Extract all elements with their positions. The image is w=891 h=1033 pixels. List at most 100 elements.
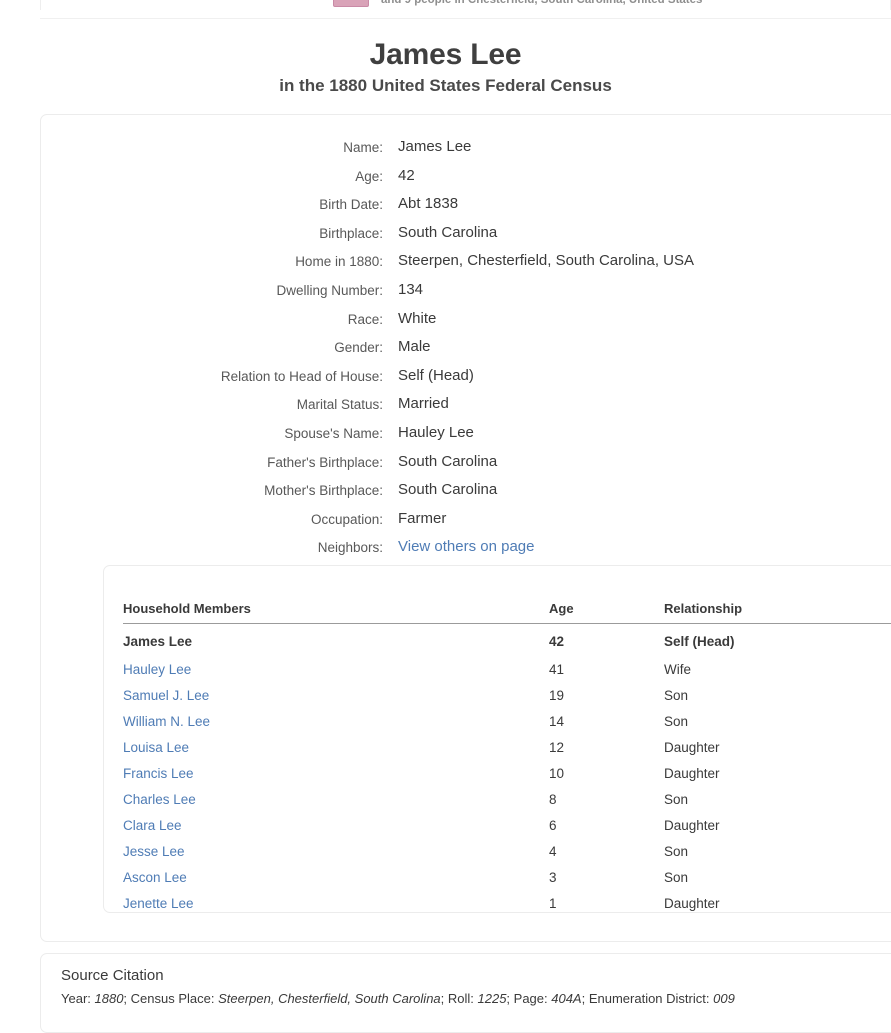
- detail-row: Dwelling Number: 134: [41, 281, 891, 310]
- detail-value: Hauley Lee: [398, 423, 474, 441]
- detail-label: Gender:: [334, 340, 383, 356]
- household-member-age: 10: [549, 765, 565, 781]
- record-header: James Lee in the 1880 United States Fede…: [0, 38, 891, 96]
- detail-label: Name:: [343, 140, 383, 155]
- source-citation-title: Source Citation: [61, 967, 164, 984]
- household-member-link[interactable]: Louisa Lee: [123, 739, 190, 755]
- citation-label: ; Enumeration District:: [581, 991, 714, 1006]
- household-member-link[interactable]: William N. Lee: [123, 713, 211, 729]
- household-member-link[interactable]: Jesse Lee: [123, 843, 185, 859]
- column-header-relationship: Relationship: [664, 601, 891, 624]
- detail-row: Home in 1880: Steerpen, Chesterfield, Sou…: [41, 252, 891, 281]
- table-row: William N. Lee 14 Son: [123, 708, 891, 734]
- detail-value: South Carolina: [398, 223, 498, 241]
- household-member-relationship: Self (Head): [664, 634, 735, 649]
- household-member-relationship: Daughter: [664, 739, 720, 755]
- household-member-age: 8: [549, 791, 557, 807]
- household-member-link[interactable]: Ascon Lee: [123, 869, 187, 885]
- detail-label: Relation to Head of House:: [220, 368, 383, 384]
- record-badge-icon: [333, 0, 369, 7]
- detail-label: Home in 1880:: [295, 254, 383, 270]
- household-member-relationship: Son: [664, 869, 689, 885]
- household-member-name: James Lee: [123, 634, 193, 649]
- detail-value: Farmer: [398, 509, 447, 527]
- detail-row: Marital Status: Married: [41, 395, 891, 424]
- detail-label: Neighbors:: [317, 540, 383, 556]
- detail-row: Occupation: Farmer: [41, 510, 891, 539]
- page-title: James Lee: [369, 38, 522, 71]
- clipped-row-content: and 9 people in Chesterfield, South Caro…: [40, 0, 891, 10]
- table-row: Francis Lee 10 Daughter: [123, 760, 891, 786]
- detail-row: Father's Birthplace: South Carolina: [41, 453, 891, 482]
- detail-value: James Lee: [398, 138, 472, 155]
- household-member-age: 12: [549, 739, 565, 755]
- citation-value: Steerpen, Chesterfield, South Carolina: [218, 991, 441, 1006]
- detail-value: Steerpen, Chesterfield, South Carolina, …: [398, 252, 694, 270]
- household-member-relationship: Daughter: [664, 765, 720, 781]
- household-member-age: 41: [549, 661, 565, 677]
- detail-label: Age:: [355, 168, 383, 184]
- detail-row: Birth Date: Abt 1838: [41, 195, 891, 224]
- citation-label: ; Census Place:: [123, 991, 219, 1006]
- household-member-link[interactable]: Clara Lee: [123, 817, 182, 833]
- detail-row: Name: James Lee: [41, 138, 891, 167]
- household-member-age: 42: [549, 634, 565, 649]
- household-table-body: James Lee 42 Self (Head) Hauley Lee 41 Wife Sa…: [123, 624, 891, 913]
- source-citation-card: Source Citation Year: 1880; Census Place…: [40, 953, 891, 1033]
- detail-value: 134: [398, 280, 424, 298]
- household-member-age: 3: [549, 869, 557, 885]
- detail-value: South Carolina: [398, 452, 498, 470]
- top-divider: [40, 18, 891, 19]
- household-header-row: Household Members Age Relationship: [123, 601, 891, 624]
- household-member-relationship: Daughter: [664, 817, 720, 833]
- table-row: James Lee 42 Self (Head): [123, 624, 891, 657]
- detail-row: Birthplace: South Carolina: [41, 224, 891, 253]
- page-subtitle: in the 1880 United States Federal Census: [279, 76, 612, 95]
- citation-value: 1880: [94, 991, 124, 1006]
- household-member-relationship: Son: [664, 843, 689, 859]
- citation-value: 009: [713, 991, 735, 1006]
- detail-label: Spouse's Name:: [284, 425, 383, 441]
- table-row: Ascon Lee 3 Son: [123, 864, 891, 890]
- household-member-age: 14: [549, 713, 565, 729]
- household-member-relationship: Son: [664, 687, 689, 703]
- household-member-relationship: Wife: [664, 661, 691, 677]
- table-row: Samuel J. Lee 19 Son: [123, 682, 891, 708]
- detail-label: Birthplace:: [319, 225, 383, 241]
- household-member-link[interactable]: Samuel J. Lee: [123, 687, 210, 703]
- record-detail-list: Name: James Lee Age: 42 Birth Date: Abt 1838 B…: [41, 138, 891, 567]
- detail-row: Age: 42: [41, 167, 891, 196]
- detail-value: White: [398, 309, 437, 327]
- table-row: Charles Lee 8 Son: [123, 786, 891, 812]
- household-member-age: 4: [549, 843, 557, 859]
- detail-row: Relation to Head of House: Self (Head): [41, 367, 891, 396]
- household-member-age: 6: [549, 817, 557, 833]
- detail-row: Gender: Male: [41, 338, 891, 367]
- detail-value: Male: [398, 338, 431, 356]
- source-citation-text: Year: 1880; Census Place: Steerpen, Ches…: [61, 991, 735, 1006]
- column-header-household-members: Household Members: [123, 601, 549, 624]
- citation-value: 1225: [477, 991, 507, 1006]
- detail-label: Dwelling Number:: [276, 282, 383, 298]
- column-header-age: Age: [549, 601, 664, 624]
- household-member-link[interactable]: Charles Lee: [123, 791, 196, 807]
- citation-label: Year:: [61, 991, 95, 1006]
- detail-label: Mother's Birthplace:: [264, 483, 383, 499]
- household-members-card: Household Members Age Relationship James…: [103, 565, 891, 913]
- detail-row: Mother's Birthplace: South Carolina: [41, 481, 891, 510]
- household-member-link[interactable]: Jenette Lee: [123, 895, 194, 911]
- detail-label: Marital Status:: [296, 397, 383, 413]
- household-member-link[interactable]: Francis Lee: [123, 765, 194, 781]
- view-others-on-page-link[interactable]: View others on page: [398, 538, 535, 556]
- household-member-link[interactable]: Hauley Lee: [123, 661, 192, 677]
- table-row: Hauley Lee 41 Wife: [123, 656, 891, 682]
- detail-row: Spouse's Name: Hauley Lee: [41, 424, 891, 453]
- detail-label: Race:: [347, 311, 383, 327]
- clipped-previous-record-strip: and 9 people in Chesterfield, South Caro…: [0, 0, 891, 10]
- detail-value: Abt 1838: [398, 195, 459, 213]
- detail-value: Married: [398, 395, 449, 413]
- table-row: Clara Lee 6 Daughter: [123, 812, 891, 838]
- detail-label: Father's Birthplace:: [267, 454, 383, 470]
- household-member-relationship: Daughter: [664, 895, 720, 911]
- detail-row: Neighbors: View others on page: [41, 538, 891, 567]
